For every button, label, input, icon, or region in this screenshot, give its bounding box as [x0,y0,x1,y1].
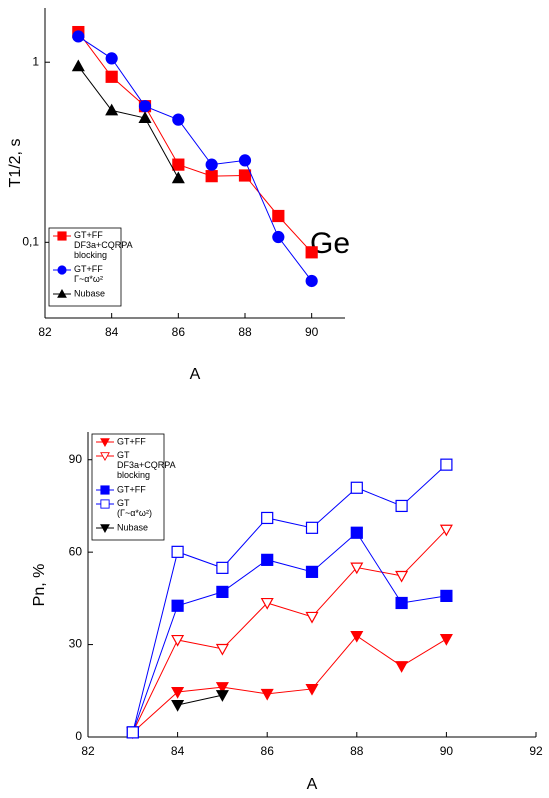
x-tick-label: 82 [38,325,52,339]
legend-label: GT DF3a+CQRPA blocking [117,450,176,480]
marker [395,570,409,583]
marker [172,158,185,171]
marker [105,103,119,116]
marker [171,599,184,612]
x-tick-label: 86 [261,744,275,758]
marker [205,158,218,171]
marker [138,100,152,113]
marker [215,643,229,656]
marker [105,52,118,65]
y-tick-label: 1 [32,54,39,68]
marker [215,690,229,702]
marker [172,113,185,126]
marker [440,458,453,471]
legend-label: GT+FF [117,484,146,494]
marker [171,687,185,699]
marker [171,545,184,558]
marker [100,524,110,534]
marker [138,111,152,124]
marker [205,170,218,183]
legend-label: Nubase [117,522,148,532]
y-tick-label: 60 [69,544,83,558]
x-tick-label: 82 [81,744,95,758]
marker [305,274,318,288]
marker [215,682,229,694]
y-tick-label: 0,1 [22,234,39,248]
x-tick-label: 92 [529,744,543,758]
marker [350,481,363,494]
marker [261,553,274,566]
marker [100,452,110,462]
marker [439,634,453,646]
y-tick-label: 90 [69,452,83,466]
marker [171,699,185,712]
marker [100,438,110,448]
marker [57,231,67,241]
series-line [132,464,447,733]
marker [272,209,285,223]
marker [305,565,319,578]
x-axis-label: A [307,776,318,793]
marker [440,589,453,602]
series-line [78,36,313,282]
marker [272,230,285,244]
series-line [77,65,179,179]
marker [57,265,67,275]
marker [350,562,364,575]
marker [100,499,110,509]
marker [100,485,110,495]
x-tick-label: 88 [238,325,252,339]
marker [395,596,408,610]
legend-label: GT+FF DF3a+CQRPA blocking [74,230,133,260]
x-axis-label: A [190,366,201,383]
y-tick-label: 30 [69,637,83,651]
marker [439,524,453,537]
legend-label: GT+FF [117,436,146,446]
marker [72,30,85,43]
series-line [132,529,447,733]
legend-label: GT+FF Γ~α*ω² [74,264,103,284]
marker [305,683,319,696]
marker [105,70,118,83]
marker [395,499,408,513]
marker [350,630,364,643]
marker [350,526,363,539]
marker [238,154,252,167]
marker [238,169,252,182]
y-tick-label: 0 [75,729,82,743]
marker [216,585,229,598]
x-tick-label: 90 [305,325,319,339]
marker [305,521,319,534]
x-tick-label: 88 [350,744,364,758]
x-tick-label: 90 [440,744,454,758]
x-tick-label: 84 [105,325,119,339]
marker [395,661,409,673]
marker [171,171,185,184]
legend-label: Nubase [74,288,105,298]
marker [305,611,319,624]
marker [126,726,139,739]
marker [261,511,274,525]
marker [171,634,185,647]
marker [260,597,274,610]
legend-label: GT (Γ~α*ω²) [117,498,152,518]
marker [71,59,85,72]
marker [216,561,229,574]
marker [57,288,67,298]
x-tick-label: 86 [172,325,186,339]
y-axis-label: T1/2, s [7,139,24,188]
series-line [132,635,447,733]
series-line [132,531,447,733]
marker [260,688,274,701]
y-axis-label: Pn, % [31,564,48,607]
series-line [177,694,223,706]
marker [305,246,318,259]
x-tick-label: 84 [171,744,185,758]
